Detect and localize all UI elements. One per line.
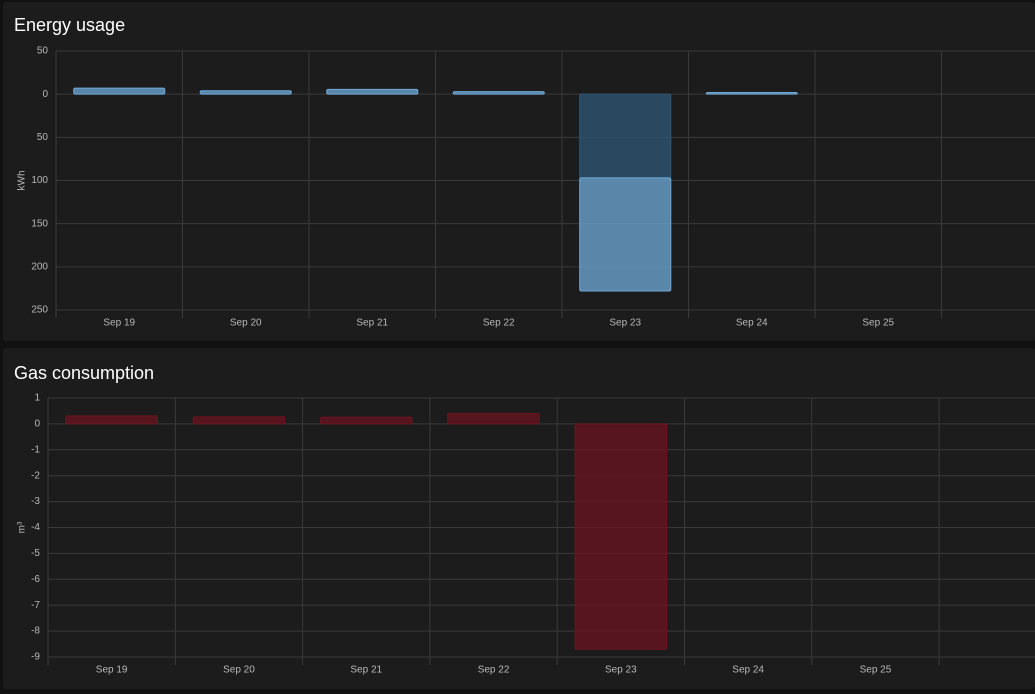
- bar: [579, 93, 672, 179]
- x-tick-label: Sep 21: [350, 665, 382, 676]
- y-tick-label: -8: [31, 626, 40, 637]
- y-tick-label: 0: [34, 419, 40, 430]
- x-tick-label: Sep 24: [736, 318, 768, 329]
- x-tick-label: Sep 20: [230, 318, 262, 329]
- y-tick-label: -5: [31, 548, 40, 559]
- y-axis-label: kWh: [17, 171, 28, 191]
- y-tick-label: 200: [31, 261, 48, 272]
- bar: [452, 91, 545, 95]
- y-tick-label: 0: [42, 89, 48, 100]
- x-tick-label: Sep 21: [356, 318, 388, 329]
- y-tick-label: 100: [31, 175, 48, 186]
- card: [3, 348, 1035, 689]
- card: [3, 2, 1035, 341]
- y-tick-label: 50: [37, 132, 49, 143]
- y-tick-label: -7: [31, 600, 40, 611]
- x-tick-label: Sep 22: [483, 318, 515, 329]
- bar: [65, 415, 158, 425]
- x-tick-label: Sep 19: [103, 318, 135, 329]
- bar: [447, 413, 540, 425]
- y-tick-label: -4: [31, 522, 40, 533]
- y-tick-label: -1: [31, 444, 40, 455]
- y-tick-label: -2: [31, 470, 40, 481]
- bar: [326, 88, 419, 95]
- y-tick-label: 50: [37, 46, 49, 57]
- x-tick-label: Sep 25: [862, 318, 894, 329]
- y-tick-label: 250: [31, 305, 48, 316]
- x-tick-label: Sep 20: [223, 665, 255, 676]
- x-tick-label: Sep 23: [609, 318, 641, 329]
- bar: [579, 177, 672, 292]
- bar: [705, 91, 798, 95]
- bar: [199, 90, 292, 95]
- y-tick-label: 150: [31, 218, 48, 229]
- y-tick-label: -3: [31, 496, 40, 507]
- bar: [73, 87, 166, 95]
- bar: [574, 423, 668, 650]
- x-tick-label: Sep 19: [96, 665, 128, 676]
- y-tick-label: 1: [34, 393, 40, 404]
- x-tick-label: Sep 24: [732, 665, 764, 676]
- chart-title: Gas consumption: [14, 363, 154, 383]
- bar: [319, 416, 413, 425]
- y-tick-label: -6: [31, 574, 40, 585]
- x-tick-label: Sep 23: [605, 665, 637, 676]
- y-axis-label: m³: [17, 521, 28, 533]
- chart-title: Energy usage: [14, 15, 125, 35]
- bar: [192, 416, 286, 425]
- x-tick-label: Sep 25: [860, 665, 892, 676]
- y-tick-label: -9: [31, 652, 40, 663]
- x-tick-label: Sep 22: [478, 665, 510, 676]
